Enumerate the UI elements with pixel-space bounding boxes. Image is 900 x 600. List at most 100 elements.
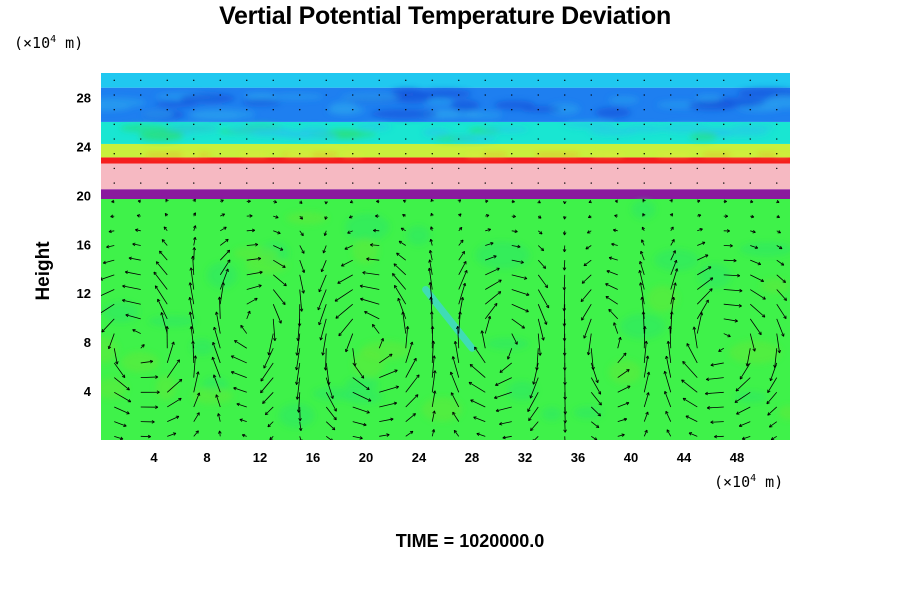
field-dot (590, 138, 592, 140)
y-tick-label: 16 (77, 237, 91, 252)
velocity-arrow (612, 228, 618, 233)
field-dot (749, 153, 751, 155)
velocity-arrow (246, 284, 262, 290)
field-dot (325, 79, 327, 82)
velocity-arrow (213, 326, 221, 349)
x-axis-unit: (×104 m) (714, 473, 784, 491)
field-dot (246, 153, 248, 155)
field-dot (670, 138, 672, 140)
velocity-arrow (132, 329, 141, 334)
velocity-arrow (295, 333, 301, 356)
velocity-arrow (692, 326, 698, 349)
field-dot (193, 123, 195, 126)
field-dot (193, 167, 195, 170)
field-dot (431, 123, 433, 126)
velocity-arrow (457, 199, 462, 203)
field-dot (670, 182, 672, 184)
velocity-arrow (767, 377, 778, 394)
field-dot (140, 167, 142, 170)
field-dot (140, 79, 142, 82)
velocity-arrow (140, 359, 154, 364)
field-dot (670, 94, 672, 96)
field-dot (723, 182, 725, 184)
velocity-arrow (685, 415, 698, 423)
velocity-arrow (114, 391, 132, 403)
velocity-arrow (165, 198, 169, 203)
field-dot (458, 182, 460, 184)
velocity-arrow (670, 226, 674, 232)
velocity-arrow (639, 260, 645, 275)
field-dot (617, 94, 619, 96)
field-dot (590, 109, 592, 111)
velocity-arrow (318, 274, 327, 293)
velocity-arrow (325, 377, 334, 399)
velocity-arrow (768, 421, 777, 428)
velocity-arrow (114, 406, 130, 415)
field-dot (643, 138, 645, 140)
field-dot (723, 138, 725, 140)
velocity-arrow (324, 201, 328, 205)
field-dot (431, 138, 433, 140)
field-dot (113, 167, 115, 170)
velocity-arrow (511, 259, 524, 264)
velocity-arrow (215, 394, 221, 408)
field-dot (272, 153, 274, 155)
velocity-arrow (295, 362, 301, 385)
field-dot (219, 123, 221, 126)
field-dot (246, 138, 248, 140)
velocity-arrow (140, 375, 159, 379)
velocity-arrow (325, 421, 336, 431)
velocity-arrow (484, 291, 502, 305)
field-dot (431, 94, 433, 96)
field-dot (776, 109, 778, 111)
velocity-arrow (220, 213, 226, 217)
velocity-arrow (450, 392, 460, 408)
field-dot (484, 138, 486, 140)
velocity-arrow (323, 348, 328, 371)
field-dot (219, 167, 221, 170)
x-tick-label: 28 (465, 450, 479, 465)
velocity-arrow (431, 390, 437, 408)
velocity-arrow (215, 311, 221, 334)
field-dot (166, 153, 168, 155)
velocity-arrow (562, 260, 567, 271)
velocity-arrow (379, 433, 390, 437)
field-dot (564, 153, 566, 155)
velocity-arrow (723, 303, 742, 308)
field-dot (723, 79, 725, 82)
velocity-arrow (102, 259, 115, 265)
velocity-arrow (538, 215, 542, 219)
velocity-arrow (605, 296, 618, 305)
field-dot (749, 167, 751, 170)
field-dot (431, 153, 433, 155)
field-dot (166, 182, 168, 184)
velocity-arrow (776, 245, 783, 250)
velocity-arrow (140, 405, 159, 409)
velocity-arrow (393, 263, 407, 276)
velocity-arrow (236, 402, 247, 408)
field-dot (166, 167, 168, 170)
field-dot (484, 153, 486, 155)
field-dot (113, 79, 115, 82)
field-dot (617, 79, 619, 82)
field-dot (113, 182, 115, 184)
velocity-arrow (379, 401, 398, 408)
field-dot (590, 167, 592, 170)
velocity-arrow (750, 259, 762, 266)
field-dot (537, 153, 539, 155)
velocity-arrow (642, 213, 646, 217)
velocity-arrow (431, 429, 436, 437)
velocity-arrow (474, 346, 486, 364)
velocity-arrow (318, 304, 327, 326)
velocity-arrow (590, 362, 599, 384)
velocity-arrow (212, 341, 221, 364)
velocity-arrow (697, 266, 712, 276)
velocity-arrow (234, 340, 247, 349)
velocity-arrow (562, 274, 567, 291)
velocity-arrow (430, 226, 434, 231)
velocity-arrow (767, 406, 778, 416)
velocity-arrow (511, 199, 515, 204)
velocity-arrow (338, 318, 354, 337)
field-dot (272, 138, 274, 140)
velocity-arrow (617, 385, 631, 393)
